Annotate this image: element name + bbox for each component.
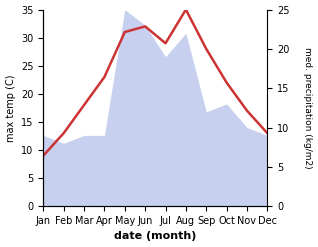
Y-axis label: max temp (C): max temp (C) — [5, 74, 16, 142]
Y-axis label: med. precipitation (kg/m2): med. precipitation (kg/m2) — [303, 47, 313, 169]
X-axis label: date (month): date (month) — [114, 231, 197, 242]
